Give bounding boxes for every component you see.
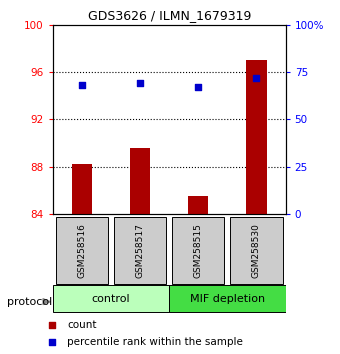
Bar (56, 217, 108, 284)
Bar (130, 148, 150, 214)
Point (79, 82, 85, 88)
Text: protocol: protocol (7, 297, 52, 307)
Text: GDS3626 / ILMN_1679319: GDS3626 / ILMN_1679319 (88, 9, 252, 22)
Bar (246, 60, 267, 214)
Text: percentile rank within the sample: percentile rank within the sample (67, 337, 243, 347)
Text: MIF depletion: MIF depletion (190, 294, 265, 304)
Bar (188, 196, 208, 214)
Bar (72, 165, 92, 214)
Point (49, 322, 55, 328)
Bar (169, 285, 286, 313)
Text: count: count (67, 320, 97, 330)
Bar (172, 217, 224, 284)
Point (254, 75, 259, 81)
Text: GSM258516: GSM258516 (77, 223, 86, 278)
Bar (114, 217, 166, 284)
Text: GSM258517: GSM258517 (136, 223, 144, 278)
Bar (53, 285, 169, 313)
Point (49, 339, 55, 345)
Bar (230, 217, 283, 284)
Text: GSM258515: GSM258515 (194, 223, 203, 278)
Point (137, 81, 143, 86)
Text: control: control (91, 294, 130, 304)
Text: GSM258530: GSM258530 (252, 223, 261, 278)
Point (195, 85, 201, 90)
